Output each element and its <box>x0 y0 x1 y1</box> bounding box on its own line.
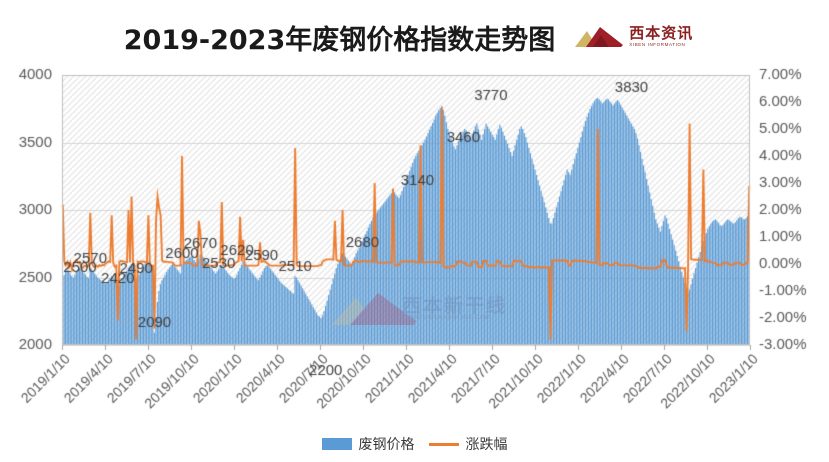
legend-swatch-line-icon <box>428 442 459 446</box>
legend-label-change: 涨跌幅 <box>465 437 508 453</box>
legend-swatch-bar-icon <box>321 438 352 450</box>
legend-item-price[interactable]: 废钢价格 <box>321 434 415 454</box>
legend-item-change[interactable]: 涨跌幅 <box>428 434 508 454</box>
chart-legend: 废钢价格 涨跌幅 <box>0 432 829 456</box>
legend-label-price: 废钢价格 <box>358 437 415 453</box>
